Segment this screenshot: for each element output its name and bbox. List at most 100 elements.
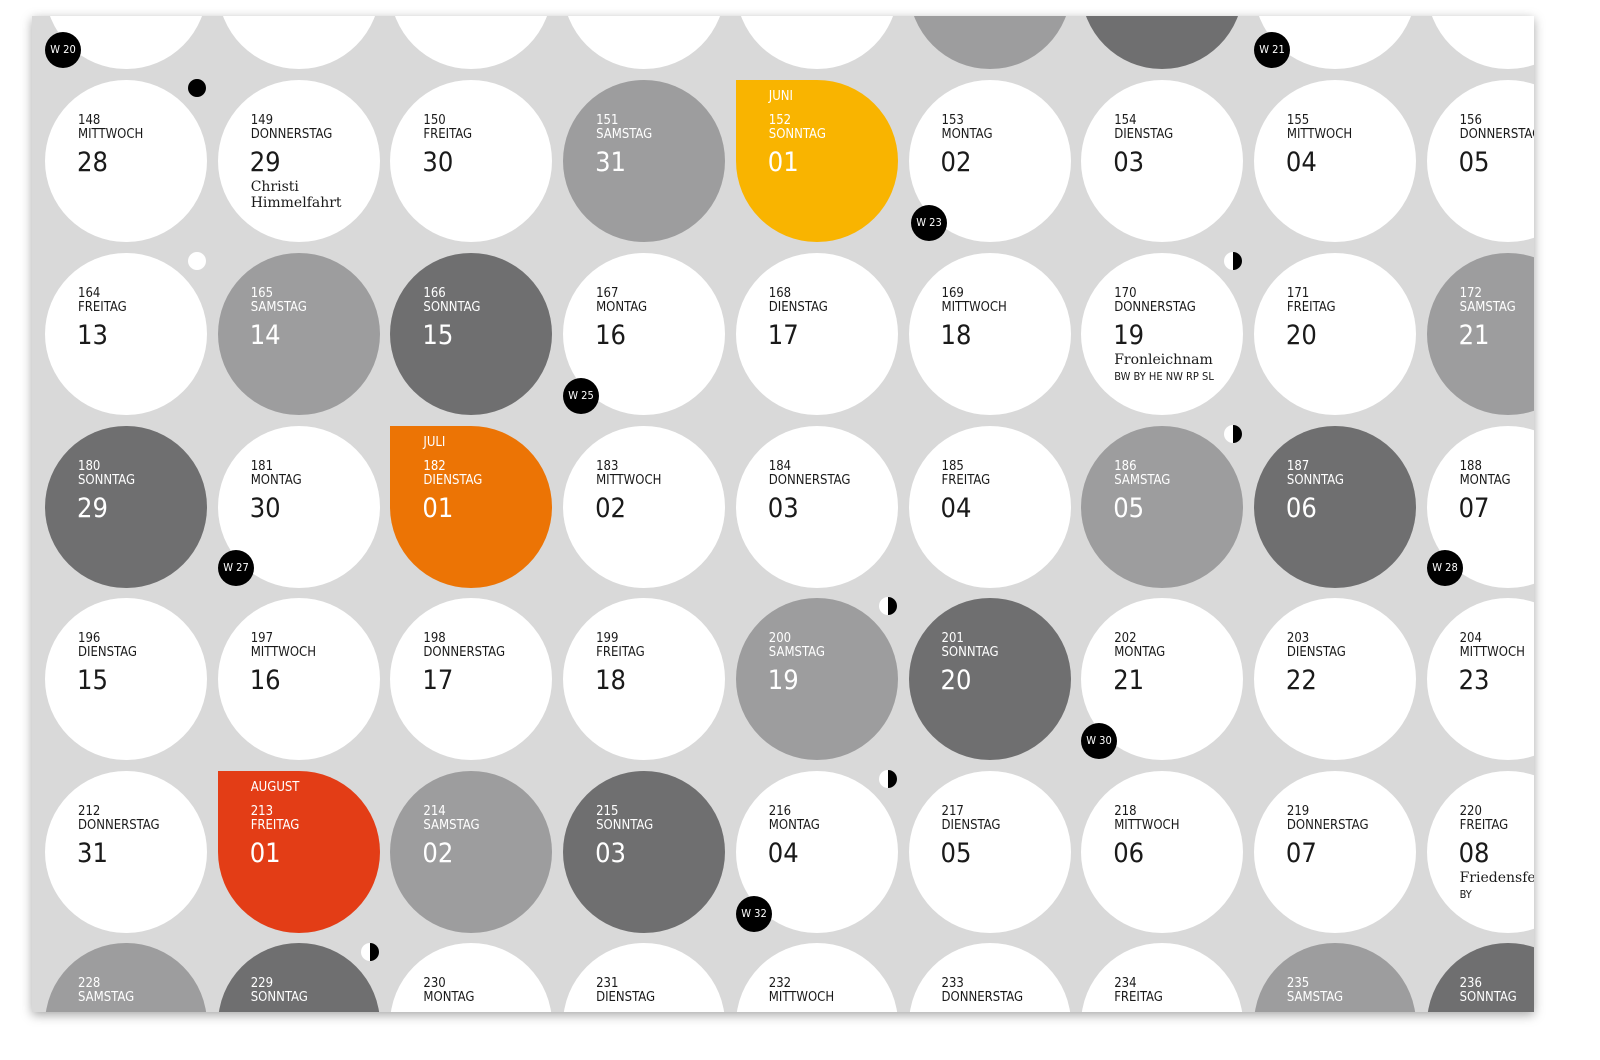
day-circle[interactable]: 214 SAMSTAG 02 xyxy=(390,771,553,933)
weekday-label: DIENSTAG xyxy=(941,818,1001,833)
day-number: 22 xyxy=(1285,665,1317,696)
day-circle[interactable]: 169 MITTWOCH 18 xyxy=(908,253,1071,415)
day-number: 03 xyxy=(595,838,626,869)
day-number: 15 xyxy=(422,320,454,351)
day-number: 16 xyxy=(595,320,626,351)
day-circle[interactable]: 234 FREITAG xyxy=(1081,943,1244,1012)
day-circle-partial xyxy=(1081,16,1244,69)
day-circle[interactable]: 204 MITTWOCH 23 xyxy=(1426,598,1534,760)
half-moon-icon xyxy=(1224,252,1242,270)
weekday-label: FREITAG xyxy=(596,645,645,660)
holiday-name: Fronleichnam xyxy=(1114,352,1213,368)
day-circle[interactable]: 183 MITTWOCH 02 xyxy=(563,426,726,588)
day-circle[interactable]: 172 SAMSTAG 21 xyxy=(1426,253,1534,415)
day-of-year: 165 xyxy=(250,286,274,301)
weekday-label: DIENSTAG xyxy=(423,473,483,488)
day-circle[interactable]: 166 SONNTAG 15 xyxy=(390,253,553,415)
day-circle[interactable]: 228 SAMSTAG xyxy=(45,943,207,1012)
weekday-label: SONNTAG xyxy=(250,990,308,1005)
day-of-year: 170 xyxy=(1114,286,1137,301)
day-circle[interactable]: 218 MITTWOCH 06 xyxy=(1081,771,1244,933)
day-circle[interactable]: 203 DIENSTAG 22 xyxy=(1253,598,1416,760)
day-circle[interactable]: 231 DIENSTAG xyxy=(563,943,726,1012)
day-circle[interactable]: 168 DIENSTAG 17 xyxy=(735,253,898,415)
day-circle[interactable]: AUGUST 213 FREITAG 01 xyxy=(217,771,380,933)
day-number: 29 xyxy=(249,147,281,178)
day-circle[interactable]: 217 DIENSTAG 05 xyxy=(908,771,1071,933)
month-label: AUGUST xyxy=(250,780,300,795)
day-circle[interactable]: 187 SONNTAG 06 xyxy=(1253,426,1416,588)
day-of-year: 217 xyxy=(941,804,964,819)
day-circle[interactable]: 150 FREITAG 30 xyxy=(390,80,553,242)
weekday-label: DONNERSTAG xyxy=(941,990,1024,1005)
day-circle[interactable]: 180 SONNTAG 29 xyxy=(45,426,207,588)
day-circle[interactable]: 199 FREITAG 18 xyxy=(563,598,726,760)
day-circle[interactable]: 232 MITTWOCH xyxy=(735,943,898,1012)
day-circle-partial xyxy=(563,16,726,69)
holiday-name: Friedensfest xyxy=(1459,870,1534,886)
day-circle[interactable]: 202 MONTAG 21 xyxy=(1081,598,1244,760)
weekday-label: MITTWOCH xyxy=(1459,645,1525,660)
weekday-label: DIENSTAG xyxy=(1286,645,1346,660)
weekday-label: FREITAG xyxy=(250,818,300,833)
day-circle[interactable]: 153 MONTAG 02 xyxy=(908,80,1071,242)
day-circle[interactable]: JUNI 152 SONNTAG 01 xyxy=(735,80,898,242)
day-circle[interactable]: 200 SAMSTAG 19 xyxy=(735,598,898,760)
day-circle[interactable]: 171 FREITAG 20 xyxy=(1253,253,1416,415)
day-circle[interactable]: 164 FREITAG 13 xyxy=(45,253,207,415)
day-of-year: 153 xyxy=(941,113,964,128)
day-of-year: 219 xyxy=(1286,804,1310,819)
weekday-label: FREITAG xyxy=(1286,300,1336,315)
day-number: 03 xyxy=(1113,147,1145,178)
day-circle[interactable]: 198 DONNERSTAG 17 xyxy=(390,598,553,760)
day-circle[interactable]: 185 FREITAG 04 xyxy=(908,426,1071,588)
day-circle[interactable]: 151 SAMSTAG 31 xyxy=(563,80,726,242)
week-badge: W 32 xyxy=(736,896,772,932)
day-circle[interactable]: JULI 182 DIENSTAG 01 xyxy=(390,426,553,588)
day-number: 16 xyxy=(249,665,281,696)
day-circle[interactable]: 215 SONNTAG 03 xyxy=(563,771,726,933)
day-number: 15 xyxy=(77,665,108,696)
day-circle[interactable]: 170 DONNERSTAG 19 Fronleichnam BW BY HE NW R… xyxy=(1081,253,1244,415)
day-of-year: 196 xyxy=(78,631,101,646)
week-badge: W 30 xyxy=(1081,723,1117,759)
day-circle[interactable]: 201 SONNTAG 20 xyxy=(908,598,1071,760)
day-circle[interactable]: 149 DONNERSTAG 29 Christi Himmelfahrt xyxy=(217,80,380,242)
day-circle[interactable]: 196 DIENSTAG 15 xyxy=(45,598,207,760)
day-number: 20 xyxy=(1285,320,1317,351)
weekday-label: SONNTAG xyxy=(596,818,654,833)
day-circle[interactable]: 197 MITTWOCH 16 xyxy=(217,598,380,760)
day-number: 02 xyxy=(940,147,972,178)
half-moon-icon xyxy=(879,597,897,615)
day-circle[interactable]: 156 DONNERSTAG 05 xyxy=(1426,80,1534,242)
day-circle[interactable]: 186 SAMSTAG 05 xyxy=(1081,426,1244,588)
day-circle[interactable]: 165 SAMSTAG 14 xyxy=(217,253,380,415)
day-circle-partial xyxy=(217,16,380,69)
day-number: 01 xyxy=(422,493,454,524)
day-of-year: 155 xyxy=(1286,113,1310,128)
day-circle[interactable]: 154 DIENSTAG 03 xyxy=(1081,80,1244,242)
day-circle[interactable]: 229 SONNTAG xyxy=(217,943,380,1012)
day-circle[interactable]: 219 DONNERSTAG 07 xyxy=(1253,771,1416,933)
day-of-year: 215 xyxy=(596,804,619,819)
day-of-year: 232 xyxy=(768,976,792,991)
day-of-year: 154 xyxy=(1114,113,1137,128)
day-number: 04 xyxy=(767,838,799,869)
day-of-year: 198 xyxy=(423,631,446,646)
day-circle[interactable]: 235 SAMSTAG xyxy=(1253,943,1416,1012)
day-of-year: 229 xyxy=(250,976,274,991)
day-circle[interactable]: 236 SONNTAG xyxy=(1426,943,1534,1012)
day-of-year: 203 xyxy=(1286,631,1310,646)
day-circle[interactable]: 212 DONNERSTAG 31 xyxy=(45,771,207,933)
weekday-label: SAMSTAG xyxy=(768,645,825,660)
day-circle[interactable]: 184 DONNERSTAG 03 xyxy=(735,426,898,588)
half-moon-icon xyxy=(1224,425,1242,443)
day-circle[interactable]: 148 MITTWOCH 28 xyxy=(45,80,207,242)
day-circle[interactable]: 230 MONTAG xyxy=(390,943,553,1012)
weekday-label: DONNERSTAG xyxy=(78,818,160,833)
day-number: 19 xyxy=(1113,320,1145,351)
day-circle[interactable]: 155 MITTWOCH 04 xyxy=(1253,80,1416,242)
day-circle[interactable]: 233 DONNERSTAG xyxy=(908,943,1071,1012)
month-label: JUNI xyxy=(768,89,794,104)
